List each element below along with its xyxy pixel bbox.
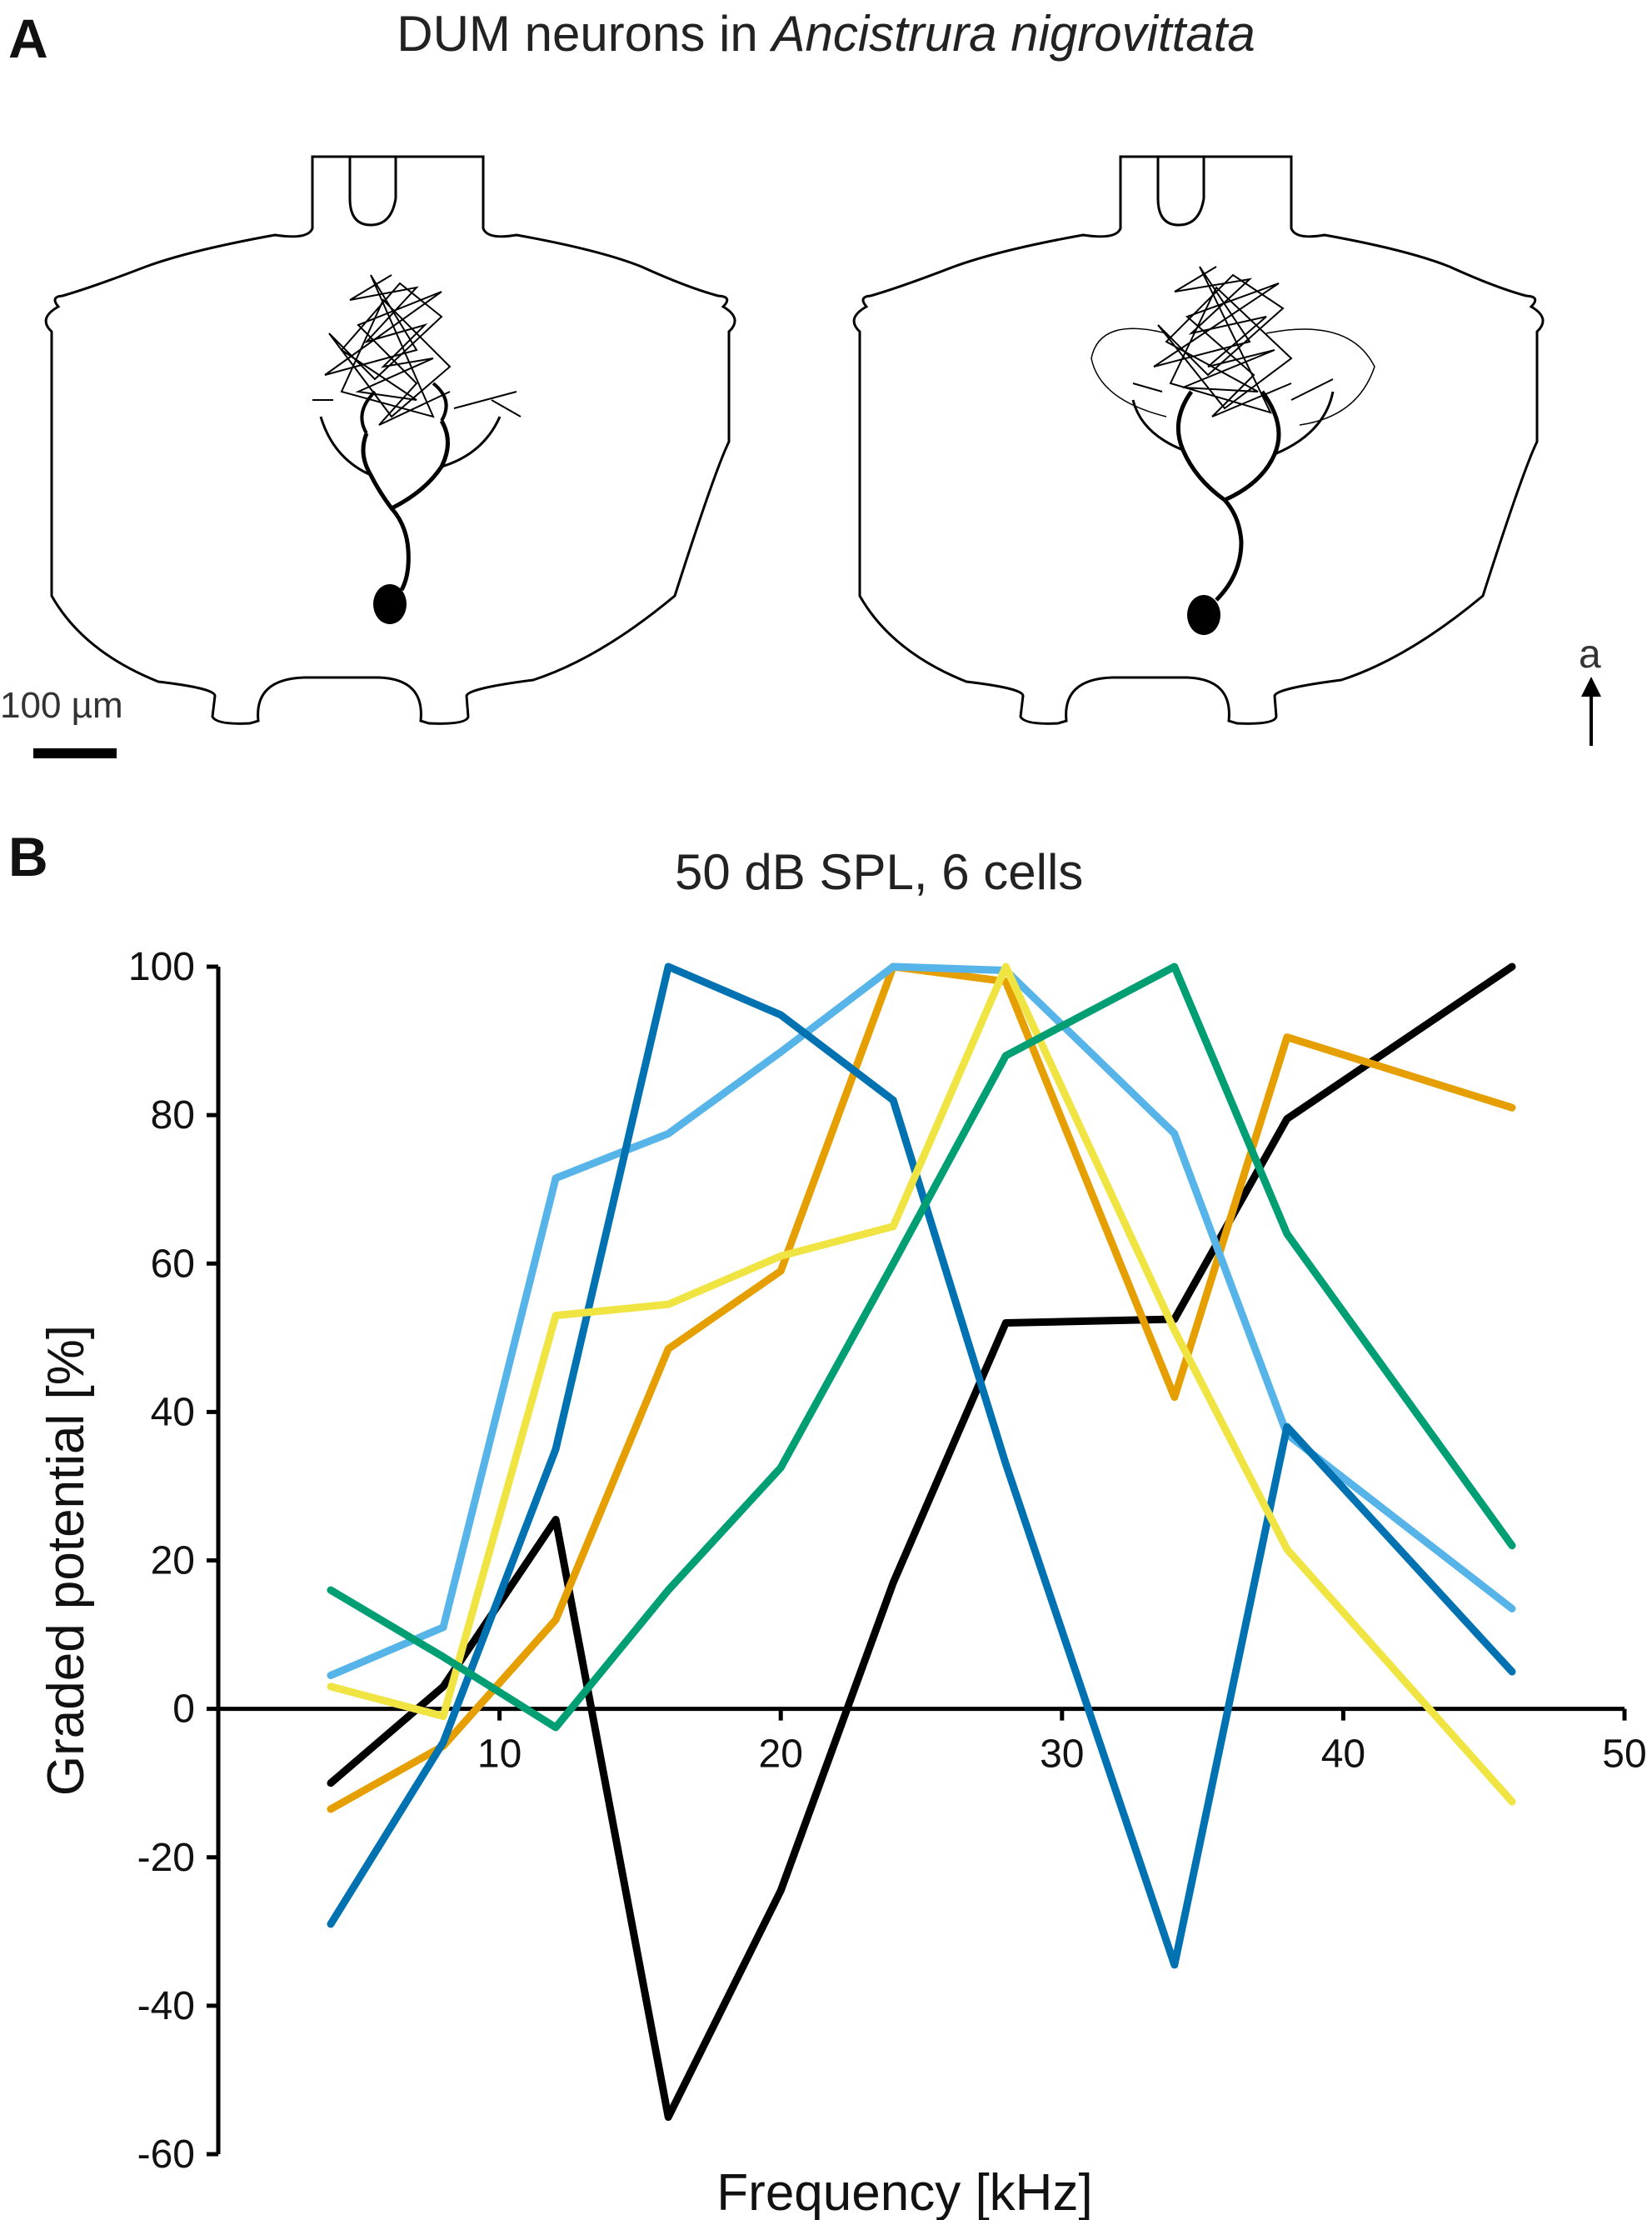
series-line-1: [327, 962, 1516, 2121]
x-tick-label: 30: [1040, 1732, 1084, 1777]
scale-bar: [33, 748, 117, 758]
anterior-arrow-icon: [1581, 677, 1601, 746]
series-line-6: [327, 962, 1516, 1732]
panel-a-title-prefix: DUM neurons in: [397, 6, 772, 62]
x-axis-title: Frequency [kHz]: [716, 2164, 1092, 2220]
series-line-4: [327, 962, 1516, 1969]
dendritic-arbor-left: [312, 274, 522, 426]
x-tick-label: 50: [1602, 1732, 1646, 1777]
dum-neuron-left: [312, 274, 522, 624]
ganglion-outline-left: [44, 155, 736, 725]
y-tick-label: 20: [151, 1539, 195, 1583]
y-axis-title: Graded potential [%]: [37, 1325, 95, 1796]
chart-title: 50 dB SPL, 6 cells: [675, 844, 1084, 900]
y-tick-label: -40: [137, 1984, 195, 2028]
soma-left: [373, 584, 407, 624]
panel-label-b: B: [8, 826, 48, 888]
x-tick-label: 10: [477, 1732, 522, 1777]
anterior-label: a: [1579, 632, 1601, 677]
scale-bar-label: 100 µm: [0, 685, 123, 726]
x-tick-label: 20: [759, 1732, 803, 1777]
x-tick-label: 40: [1321, 1732, 1365, 1777]
soma-right: [1187, 595, 1220, 635]
y-tick-label: 40: [151, 1390, 195, 1434]
ganglion-outline-right: [852, 155, 1545, 725]
y-tick-label: 0: [172, 1688, 195, 1732]
series-line-3: [327, 962, 1516, 1679]
panel-a-title-species: Ancistrura nigrovittata: [771, 6, 1255, 62]
neuron-morphology-drawing: [44, 155, 1601, 746]
series-line-5: [327, 962, 1516, 1806]
y-tick-label: 60: [151, 1242, 195, 1286]
panel-a-title: DUM neurons in Ancistrura nigrovittata: [0, 5, 1652, 62]
dendritic-arbor-right: [1132, 266, 1334, 418]
y-tick-label: -60: [137, 2132, 195, 2177]
series-line-2: [327, 962, 1516, 1813]
y-tick-label: 100: [128, 945, 195, 989]
y-tick-label: 80: [151, 1093, 195, 1138]
y-tick-label: -20: [137, 1836, 195, 1880]
panel-label-a: A: [8, 8, 48, 69]
dum-neuron-right: [1091, 266, 1375, 635]
